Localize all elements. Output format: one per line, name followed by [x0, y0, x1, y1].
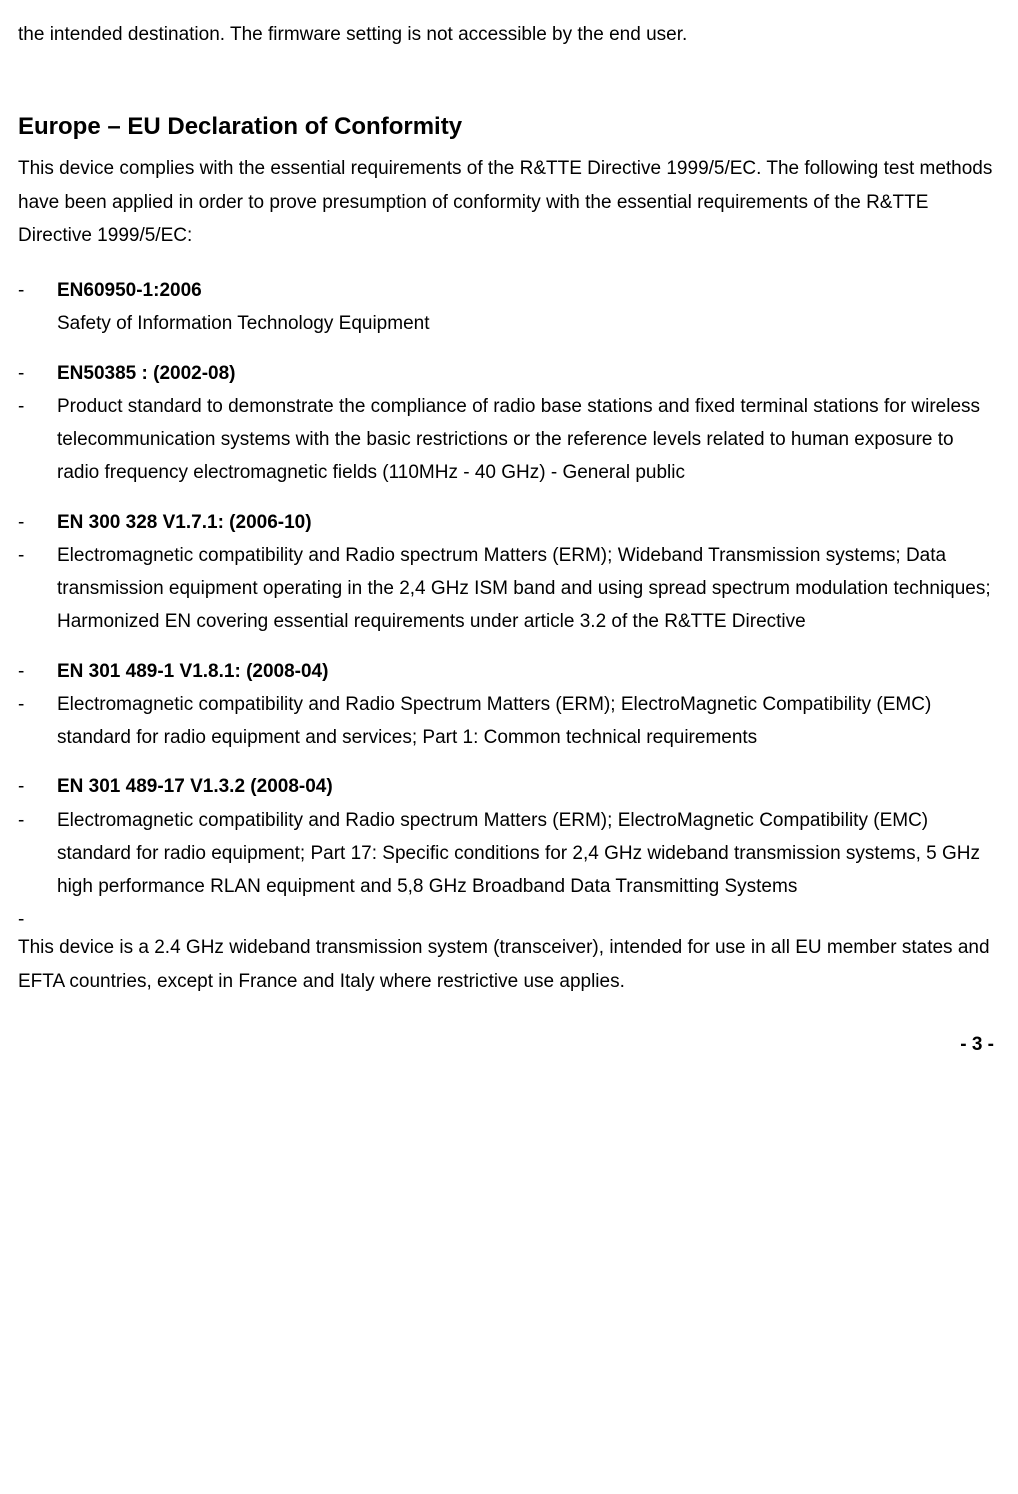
list-item: - EN 301 489-1 V1.8.1: (2008-04) [18, 655, 994, 688]
dash-icon: - [18, 688, 24, 721]
list-item-desc: Product standard to demonstrate the comp… [57, 390, 994, 490]
list-item-body: EN 300 328 V1.7.1: (2006-10) [57, 506, 994, 539]
list-item-desc: Electromagnetic compatibility and Radio … [57, 804, 994, 904]
list-item-body: EN60950-1:2006 Safety of Information Tech… [57, 274, 994, 341]
list-item-desc: Electromagnetic compatibility and Radio … [57, 539, 994, 639]
list-item-title: EN 300 328 V1.7.1: (2006-10) [57, 512, 312, 533]
section-heading: Europe – EU Declaration of Conformity [18, 106, 994, 148]
list-item-title: EN 301 489-1 V1.8.1: (2008-04) [57, 661, 328, 682]
dash-icon: - [18, 357, 24, 390]
list-item-body: EN 301 489-1 V1.8.1: (2008-04) [57, 655, 994, 688]
dash-icon: - [18, 539, 24, 572]
dash-icon: - [18, 655, 24, 688]
list-item-body: EN50385 : (2002-08) [57, 357, 994, 390]
dash-icon: - [18, 804, 24, 837]
standards-list: - EN60950-1:2006 Safety of Information Tec… [18, 274, 994, 903]
page-number: - 3 - [18, 1028, 994, 1061]
dash-icon: - [18, 506, 24, 539]
list-item: - EN 301 489-17 V1.3.2 (2008-04) [18, 770, 994, 803]
list-item: -Electromagnetic compatibility and Radio… [18, 688, 994, 755]
list-item: - EN50385 : (2002-08) [18, 357, 994, 390]
list-item: -Electromagnetic compatibility and Radio… [18, 539, 994, 639]
list-item-body: EN 301 489-17 V1.3.2 (2008-04) [57, 770, 994, 803]
dash-icon: - [18, 770, 24, 803]
list-item-title: EN60950-1:2006 [57, 280, 202, 301]
lead-paragraph: This device complies with the essential … [18, 152, 994, 252]
dash-icon: - [18, 274, 24, 307]
list-item: -Product standard to demonstrate the com… [18, 390, 994, 490]
dash-icon: - [18, 903, 24, 936]
closing-paragraph: This device is a 2.4 GHz wideband transm… [18, 931, 994, 998]
list-item: -Electromagnetic compatibility and Radio… [18, 804, 994, 904]
list-item: - EN 300 328 V1.7.1: (2006-10) [18, 506, 994, 539]
list-item-desc: Electromagnetic compatibility and Radio … [57, 688, 994, 755]
list-item-title: EN 301 489-17 V1.3.2 (2008-04) [57, 776, 333, 797]
list-item: - EN60950-1:2006 Safety of Information Tec… [18, 274, 994, 341]
dash-icon: - [18, 390, 24, 423]
list-item-desc: Safety of Information Technology Equipme… [57, 307, 994, 340]
intro-fragment: the intended destination. The firmware s… [18, 18, 994, 51]
list-item-title: EN50385 : (2002-08) [57, 363, 236, 384]
